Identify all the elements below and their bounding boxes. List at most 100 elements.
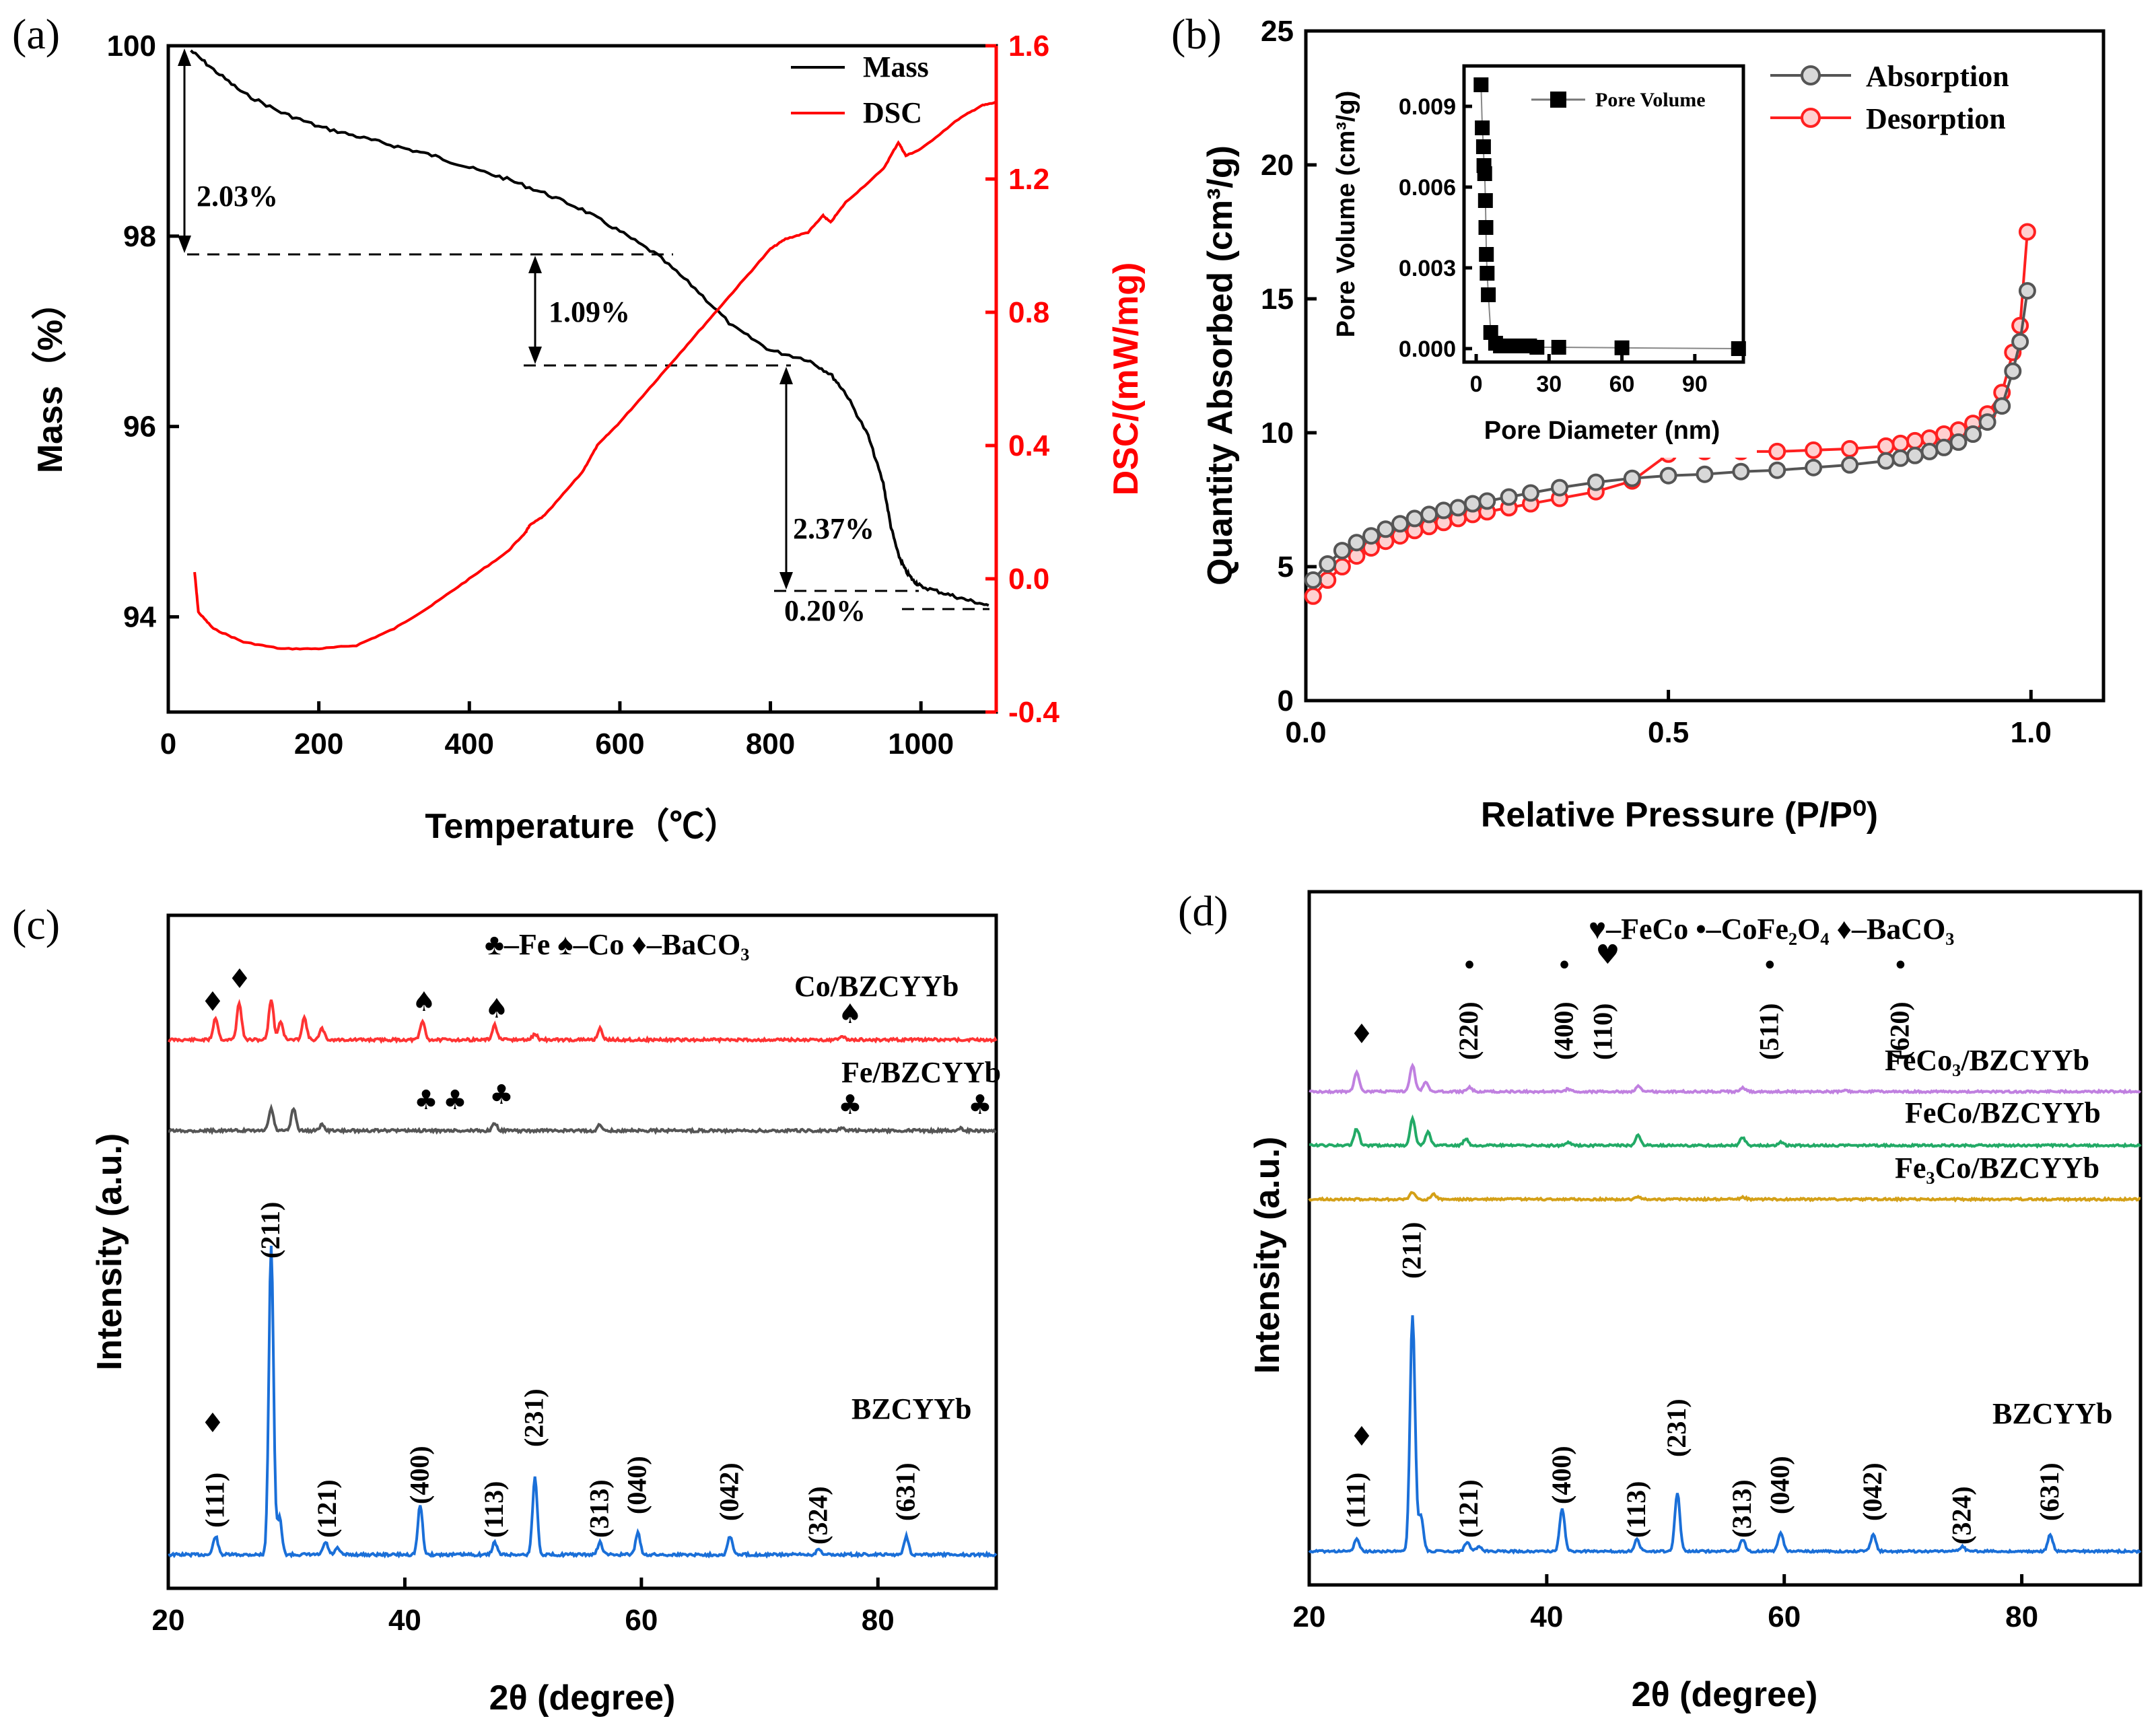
peak-label: (400) [404,1446,434,1504]
x-tick-label: 800 [746,728,795,761]
y2-tick-label: -0.4 [1008,696,1059,729]
peak-label: (111) [1341,1473,1371,1528]
series-label-bzcyyb: BZCYYb [851,1392,972,1425]
peak-label: (042) [1857,1462,1887,1521]
annotation-2.03: 2.03% [197,180,278,213]
point-desorption [1319,571,1337,589]
x-tick-label: 20 [1293,1600,1326,1633]
peak-label: (313) [1727,1479,1757,1538]
cofe2o4-marker: • [1556,950,1572,981]
point-absorption [1362,527,1380,545]
panel-b: (b) 0.0 0.5 1.0 0 5 10 15 20 25 Relative Pressur… [1171,10,2106,835]
point-absorption [1478,492,1496,510]
point-absorption [1920,442,1939,460]
x-tick-label: 40 [388,1604,421,1637]
inset-y-tick-label: 0.000 [1399,337,1456,362]
phase-peak-label: (400) [1548,1001,1578,1060]
point-absorption [1993,397,2011,415]
peak-label: (324) [802,1486,833,1545]
inset-point [1614,340,1630,355]
peak-label: (324) [1946,1486,1976,1545]
inset-legend-marker [1550,92,1566,108]
inset-point [1473,77,1489,92]
inset-legend-label: Pore Volume [1595,89,1706,111]
point-absorption [1964,425,1982,443]
series-label-feco-bzcyyb: FeCo/BZCYYb [1905,1096,2101,1129]
series-bzcyyb-line [1308,1315,2142,1555]
y-tick-label: 20 [1261,149,1294,182]
peak-label: (040) [1764,1456,1795,1514]
panel-a-frame [166,44,998,714]
inset-x-tick-label: 0 [1470,372,1483,397]
panel-b-frame [1304,29,2106,703]
annotation-0.20: 0.20% [784,594,866,627]
y2-tick-label: 0.8 [1008,296,1049,329]
inset-x-tick-label: 60 [1609,372,1635,397]
panel-a-y2label: DSC/(mW/mg) [1107,262,1146,496]
panel-d-xlabel: 2θ (degree) [1632,1675,1818,1714]
point-absorption [1659,466,1677,485]
panel-d-label: (d) [1178,887,1228,935]
point-desorption [2018,223,2036,241]
inset-background [1329,54,1757,458]
co-marker: ♠ [485,993,509,1024]
fe-marker: ♣ [838,1090,862,1121]
series-feco-bzcyyb-line [1309,1114,2142,1149]
point-absorption [1405,509,1424,528]
series-fe-bzcyyb-line [168,1103,997,1135]
peak-label: (121) [312,1479,342,1538]
point-desorption [1841,439,1858,458]
inset-point [1481,287,1496,302]
annotation-2.37: 2.37% [793,512,874,545]
co-marker: ♠ [838,999,862,1030]
point-absorption [1449,499,1467,517]
peak-label: (040) [622,1456,652,1514]
inset-y-tick-label: 0.009 [1399,94,1456,120]
panel-c-ylabel: Intensity (a.u.) [90,1133,129,1370]
x-tick-label: 20 [152,1604,185,1637]
inset-point [1477,166,1492,181]
inset-point [1480,266,1495,281]
point-desorption [1304,587,1322,605]
point-absorption [1333,542,1351,560]
inset-y-tick-label: 0.006 [1399,175,1456,201]
annotation-1.09: 1.09% [549,295,630,328]
point-absorption [1587,473,1605,491]
legend-absorption-label: Absorption [1866,60,2009,93]
panel-d-ylabel: Intensity (a.u.) [1248,1137,1287,1374]
inset-x-tick-label: 90 [1682,372,1708,397]
series-dsc-line [193,101,997,651]
y-tick-label: 15 [1261,283,1294,316]
x-tick-label: 200 [294,728,343,761]
panel-d-frame [1307,890,2143,1587]
point-absorption [1377,520,1395,538]
y2-tick-label: 0.0 [1008,563,1049,596]
fe-marker: ♣ [489,1080,514,1110]
point-absorption [1768,461,1786,479]
series-label-fe3co-bzcyyb: Fe₃Co/BZCYYb [1895,1152,2099,1184]
x-tick-label: 80 [2005,1600,2038,1633]
phase-peak-label: (620) [1885,1001,1915,1060]
feco-marker: ♥ [1596,940,1620,970]
peak-label: (113) [479,1481,509,1538]
point-absorption [1463,495,1482,513]
cofe2o4-marker: • [1762,950,1778,981]
y2-tick-label: 0.4 [1008,429,1050,462]
panel-c-phase-legend: ♣–Fe ♠–Co ♦–BaCO₃ [485,928,749,961]
baco3-marker: ♦ [228,964,252,995]
x-tick-label: 400 [445,728,494,761]
x-tick-label: 1000 [888,728,954,761]
legend-mass-label: Mass [863,50,929,83]
legend-desorption-label: Desorption [1866,102,2006,135]
point-absorption [1877,452,1895,470]
arrow-head [528,347,542,364]
point-absorption [1841,456,1858,474]
peak-label: (400) [1546,1446,1576,1504]
inset-ylabel: Pore Volume (cm³/g) [1332,91,1360,338]
panel-d: (d) 20 40 60 80 2θ (degree) Intensity (a.u.… [1178,887,2143,1714]
inset-y-tick-label: 0.003 [1399,256,1456,281]
peak-label: (313) [584,1479,614,1538]
point-desorption [1333,558,1351,575]
x-tick-label: 0.5 [1648,716,1689,749]
point-absorption [1391,515,1409,533]
